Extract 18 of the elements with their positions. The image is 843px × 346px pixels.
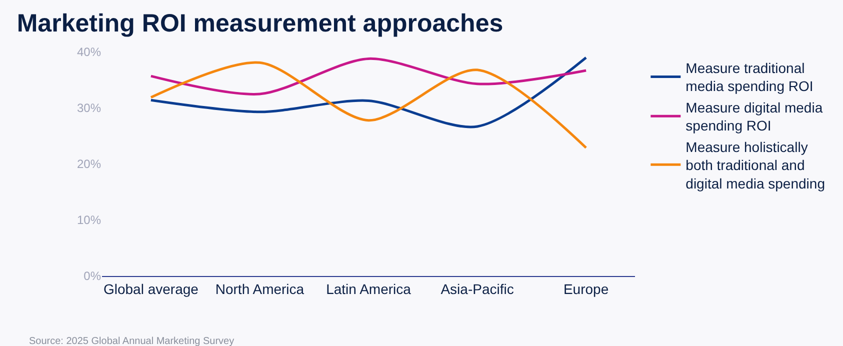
y-tick-label: 0% [84, 269, 102, 284]
chart-title: Marketing ROI measurement approaches [16, 9, 504, 38]
legend-label: Measure digital media spending ROI [686, 99, 823, 134]
line-series [150, 56, 588, 128]
y-tick-label: 10% [76, 213, 102, 228]
x-tick-label: Global average [103, 280, 199, 297]
x-tick-label: Asia-Pacific [440, 280, 514, 297]
y-tick-label: 30% [76, 101, 102, 116]
x-tick-label: Europe [563, 280, 609, 297]
x-tick-label: North America [215, 280, 304, 297]
y-tick-label: 20% [76, 157, 102, 172]
source-note: Source: 2025 Global Annual Marketing Survey [29, 336, 234, 346]
line-series [150, 57, 588, 96]
x-tick-label: Latin America [326, 280, 412, 297]
y-tick-label: 40% [76, 45, 102, 60]
line-series [150, 61, 588, 150]
legend-label: Measure holistically both traditional and digital media spending [686, 138, 825, 192]
legend-label: Measure traditional media spending ROI [686, 60, 814, 94]
